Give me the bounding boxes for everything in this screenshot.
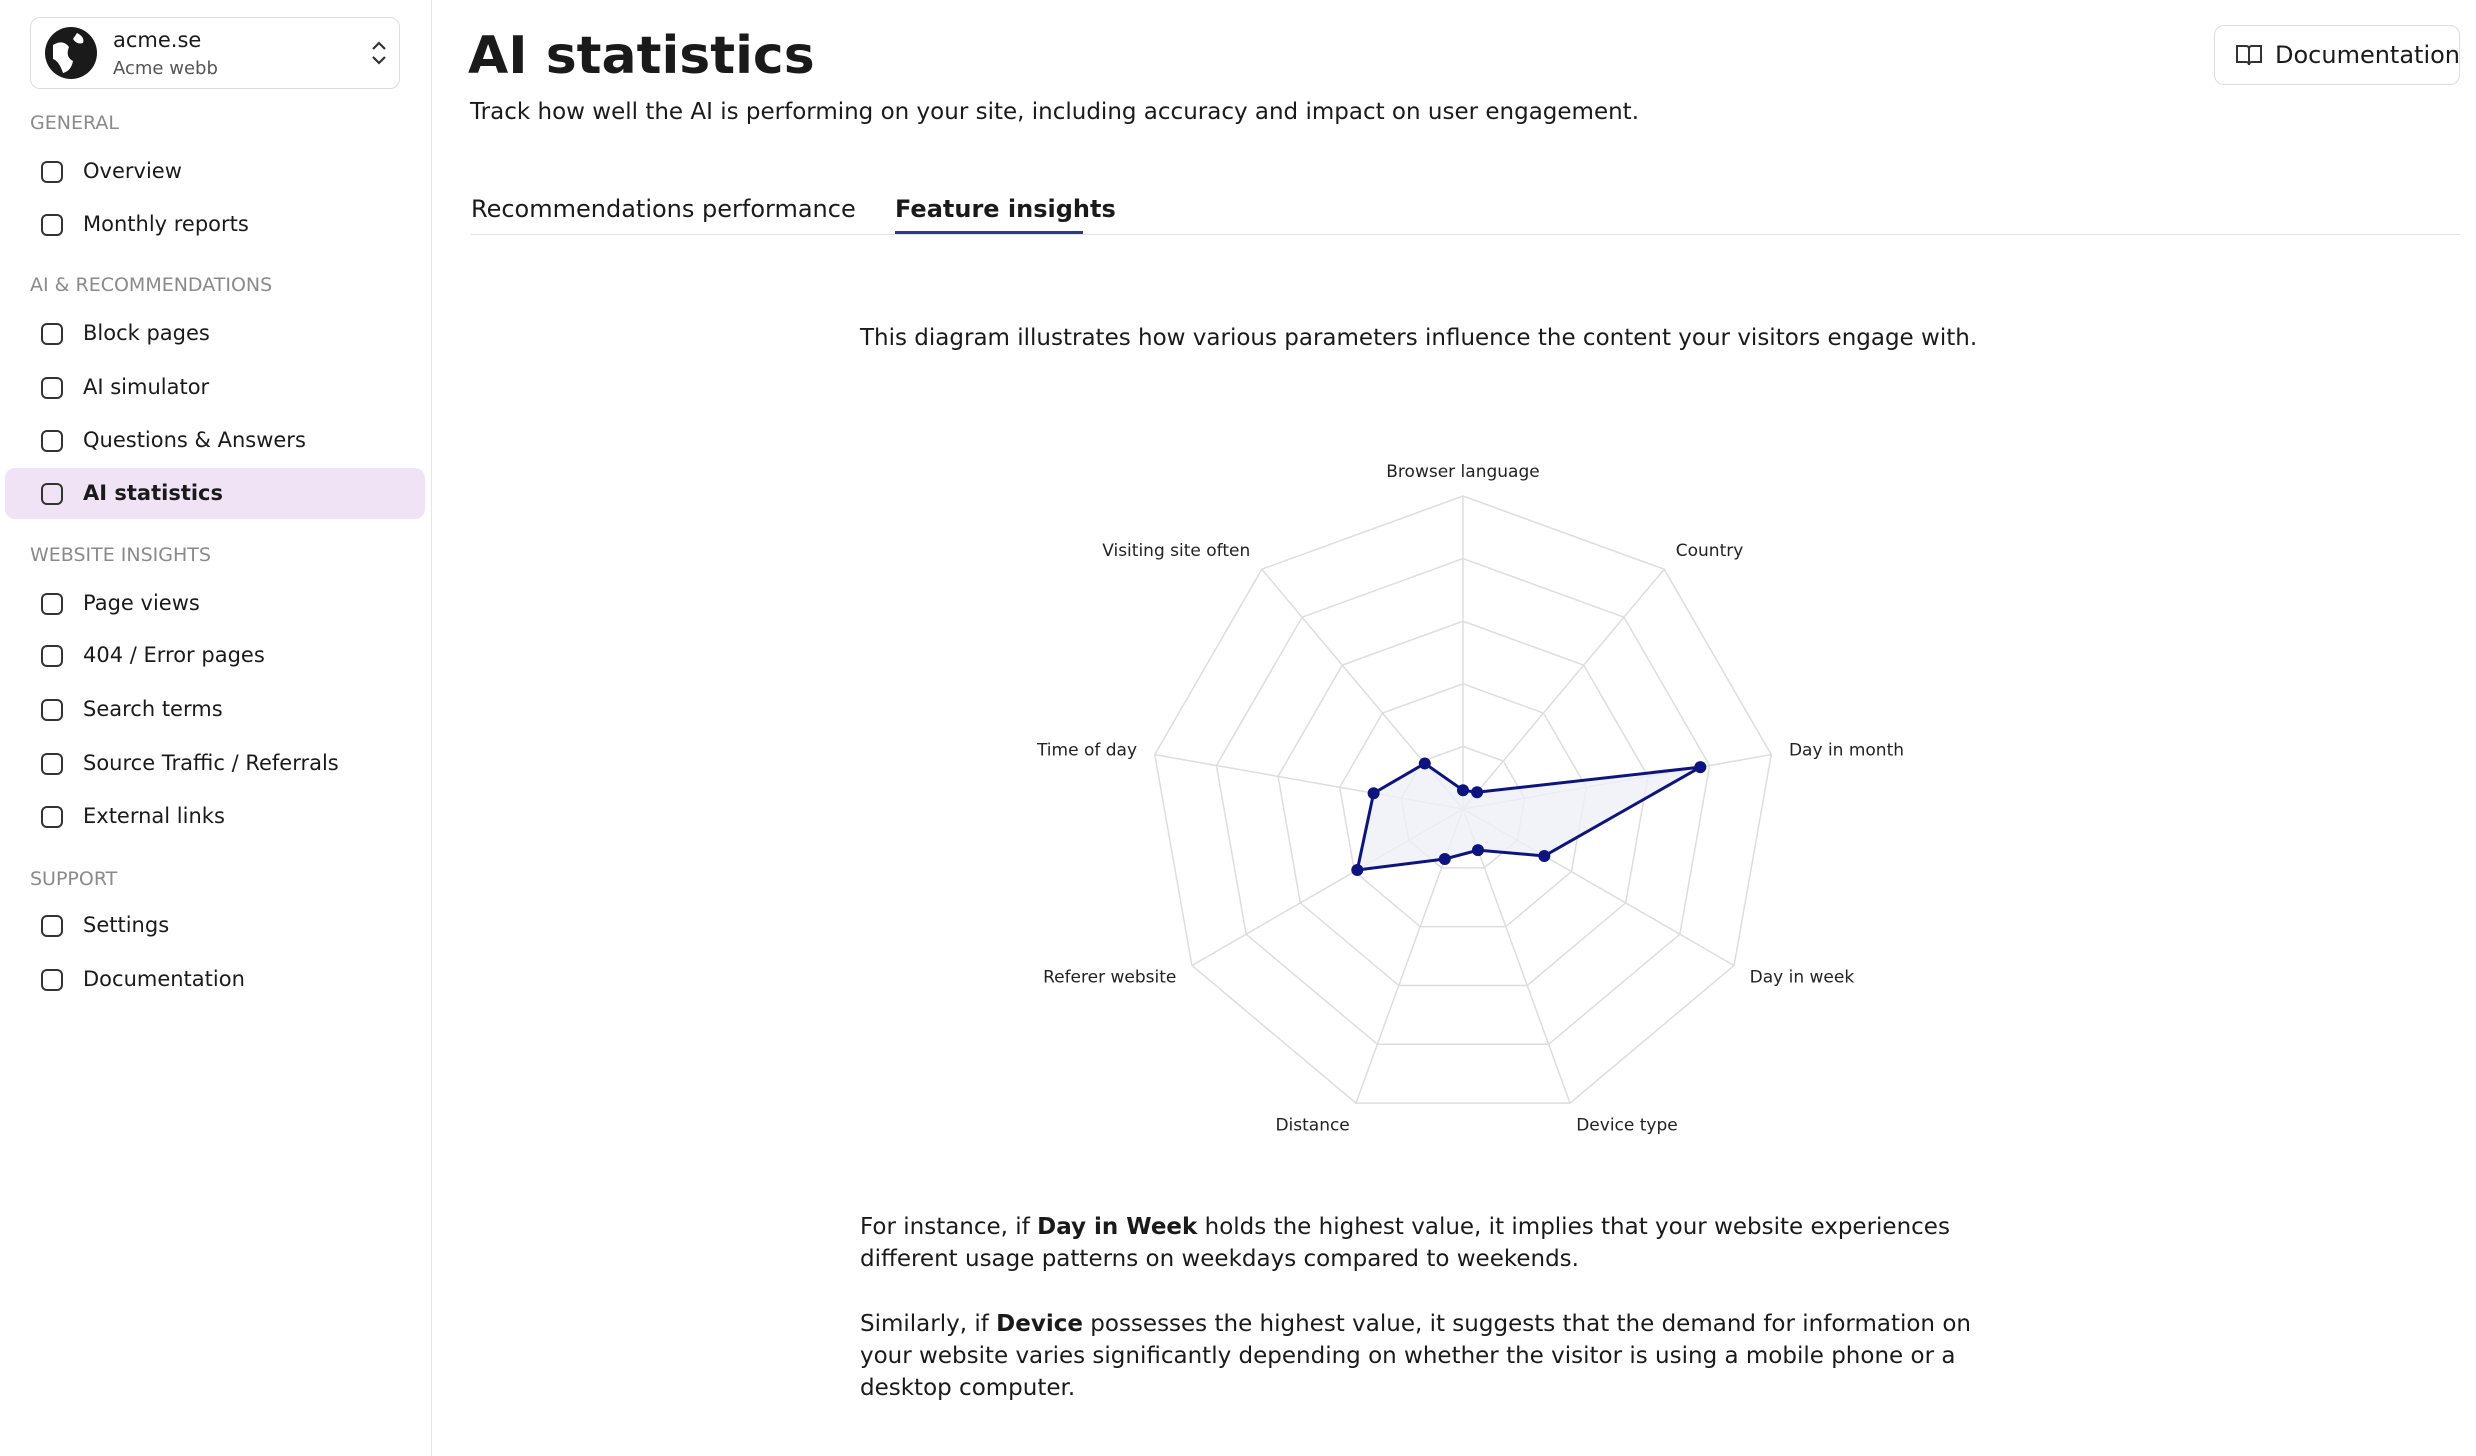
radar-point <box>1538 849 1551 862</box>
tab-active[interactable]: Feature insights <box>895 195 1116 223</box>
menu-icon <box>41 214 63 236</box>
bold-text: Day in Week <box>1037 1214 1198 1240</box>
grid-ring <box>1153 495 1773 1104</box>
axis-label: Time of day <box>1036 740 1137 760</box>
menu-icon <box>41 377 63 399</box>
nav-item[interactable]: Questions & Answers <box>5 415 425 466</box>
section-label: GENERAL <box>30 112 119 134</box>
axis-label: Visiting site often <box>1102 541 1250 561</box>
paragraph: Similarly, if Device possesses the highe… <box>860 1308 2010 1404</box>
nav-item[interactable]: Monthly reports <box>5 199 425 250</box>
org-logo <box>45 27 97 79</box>
section-label: SUPPORT <box>30 868 118 890</box>
radar-point <box>1694 761 1707 774</box>
radar-point <box>1471 786 1484 799</box>
text: holds the highest value, it implies that… <box>860 1214 1950 1272</box>
nav-item[interactable]: Search terms <box>5 684 425 735</box>
grid-ring <box>1338 683 1588 928</box>
axis-label: Country <box>1676 541 1744 561</box>
nav-item[interactable]: Block pages <box>5 308 425 359</box>
menu-icon <box>41 593 63 615</box>
nav-item[interactable]: Source Traffic / Referrals <box>5 738 425 789</box>
nav-item[interactable]: External links <box>5 791 425 842</box>
radar-point <box>1471 844 1484 857</box>
book-icon <box>2236 45 2262 66</box>
nav-item[interactable]: Documentation <box>5 954 425 1005</box>
nav-label: Source Traffic / Referrals <box>83 751 339 775</box>
page-subtitle: Track how well the AI is performing on y… <box>470 99 1640 125</box>
text: possesses the highest value, it suggests… <box>860 1311 1971 1401</box>
grid-ring <box>1277 620 1649 987</box>
menu-icon <box>41 753 63 775</box>
tab[interactable]: Recommendations performance <box>471 195 856 223</box>
axis-spoke <box>1462 568 1665 810</box>
menu-icon <box>41 915 63 937</box>
menu-icon <box>41 969 63 991</box>
nav-item[interactable]: 404 / Error pages <box>5 630 425 681</box>
nav-label: Documentation <box>83 967 245 991</box>
nav-label: External links <box>83 804 225 828</box>
menu-icon <box>41 483 63 505</box>
nav-item[interactable]: Page views <box>5 578 425 629</box>
menu-icon <box>41 645 63 667</box>
menu-icon <box>41 806 63 828</box>
tab-underline <box>895 231 1083 234</box>
axis-label: Referer website <box>1043 968 1176 988</box>
axis-label: Day in week <box>1750 968 1855 988</box>
radar-point <box>1367 787 1380 800</box>
section-label: WEBSITE INSIGHTS <box>30 544 211 566</box>
nav-item[interactable]: AI simulator <box>5 362 425 413</box>
nav-item[interactable]: AI statistics <box>5 468 425 519</box>
nav-label: Monthly reports <box>83 212 249 236</box>
text: For instance, if <box>860 1214 1038 1240</box>
radar-point <box>1351 864 1364 877</box>
nav-item[interactable]: Overview <box>5 146 425 197</box>
page-title: AI statistics <box>468 26 815 86</box>
org-sub: Acme webb <box>113 58 218 79</box>
menu-icon <box>41 323 63 345</box>
radar-point <box>1457 784 1469 797</box>
radar-point <box>1438 853 1451 866</box>
documentation-button[interactable]: Documentation <box>2214 25 2460 85</box>
menu-icon <box>41 161 63 183</box>
nav-label: Search terms <box>83 697 223 721</box>
nav-label: AI statistics <box>83 481 224 505</box>
text: Similarly, if <box>860 1311 997 1337</box>
org-name: acme.se <box>113 28 202 52</box>
axis-label: Day in month <box>1789 740 1904 760</box>
axis-spoke <box>1462 808 1571 1104</box>
nav-item[interactable]: Settings <box>5 900 425 951</box>
nav-label: AI simulator <box>83 375 210 399</box>
axis-label: Browser language <box>1386 462 1539 482</box>
nav-label: Overview <box>83 159 182 183</box>
section-label: AI & RECOMMENDATIONS <box>30 274 273 296</box>
nav-label: Settings <box>83 913 170 937</box>
tab-divider <box>471 234 2460 235</box>
paragraph: For instance, if Day in Week holds the h… <box>860 1211 2010 1275</box>
nav-label: Block pages <box>83 321 210 345</box>
menu-icon <box>41 699 63 721</box>
org-switcher[interactable]: acme.se Acme webb <box>30 17 400 89</box>
radar-chart: Browser language Country Day in month Day i… <box>1036 462 1904 1136</box>
chart-description: This diagram illustrates how various par… <box>860 325 1978 351</box>
axis-label: Device type <box>1576 1116 1678 1136</box>
axis-label: Distance <box>1275 1116 1349 1136</box>
radar-area <box>1355 761 1702 872</box>
nav-label: 404 / Error pages <box>83 643 265 667</box>
bold-text: Device <box>996 1311 1083 1337</box>
menu-icon <box>41 430 63 452</box>
nav-label: Questions & Answers <box>83 428 306 452</box>
grid-ring <box>1215 557 1711 1046</box>
button-label: Documentation <box>2275 41 2461 69</box>
radar-point <box>1418 757 1431 770</box>
chevrons <box>372 41 386 65</box>
sidebar: acme.se Acme webb GENERAL Overview Monthly… <box>0 0 432 1456</box>
nav-label: Page views <box>83 591 200 615</box>
